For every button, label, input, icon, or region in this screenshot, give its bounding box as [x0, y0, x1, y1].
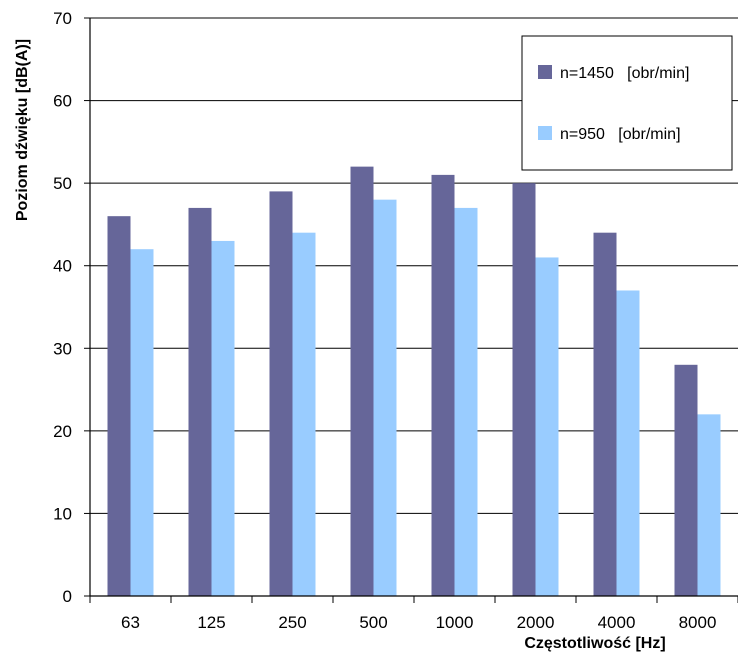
x-tick-label: 2000 [517, 613, 555, 632]
y-tick-label: 70 [53, 9, 72, 28]
x-tick-label: 250 [278, 613, 306, 632]
x-tick-label: 63 [121, 613, 140, 632]
bar-n1450-63 [107, 216, 131, 596]
y-tick-label: 60 [53, 92, 72, 111]
y-tick-label: 0 [63, 587, 72, 606]
bar-n1450-8000 [674, 364, 698, 596]
x-tick-label: 1000 [436, 613, 474, 632]
legend-label-n950: n=950 [obr/min] [560, 126, 681, 143]
x-tick-label: 500 [359, 613, 387, 632]
bar-n1450-250 [269, 191, 293, 596]
bar-n950-63 [130, 249, 154, 596]
x-tick-label: 4000 [598, 613, 636, 632]
bar-n950-500 [373, 199, 397, 596]
bar-n1450-4000 [593, 232, 617, 596]
legend-label-n1450: n=1450 [obr/min] [560, 65, 689, 82]
x-axis-title: Częstotliwość [Hz] [524, 635, 665, 652]
bar-n950-8000 [697, 414, 721, 596]
bar-n950-4000 [616, 290, 640, 596]
legend-box [521, 35, 733, 171]
x-ticks: 63 125 250 500 1000 2000 4000 8000 [89, 596, 738, 632]
x-tick-label: 125 [197, 613, 225, 632]
x-tick-label: 8000 [679, 613, 717, 632]
bar-n1450-125 [188, 207, 212, 596]
y-tick-label: 50 [53, 174, 72, 193]
bar-n950-125 [211, 240, 235, 596]
bar-n950-1000 [454, 207, 478, 596]
legend: n=1450 [obr/min] n=950 [obr/min] [521, 35, 733, 171]
bar-n1450-2000 [512, 183, 536, 596]
bar-n950-250 [292, 232, 316, 596]
y-tick-label: 40 [53, 257, 72, 276]
bar-n1450-1000 [431, 174, 455, 596]
y-ticks: 0 10 20 30 40 50 60 70 [53, 9, 90, 606]
bar-n950-2000 [535, 257, 559, 596]
legend-swatch-n950 [538, 126, 552, 140]
y-tick-label: 30 [53, 339, 72, 358]
bars [107, 166, 721, 596]
bar-n1450-500 [350, 166, 374, 596]
y-tick-label: 20 [53, 422, 72, 441]
y-axis-title: Poziom dźwięku [dB(A)] [14, 39, 31, 221]
legend-swatch-n1450 [538, 65, 552, 79]
y-tick-label: 10 [53, 504, 72, 523]
